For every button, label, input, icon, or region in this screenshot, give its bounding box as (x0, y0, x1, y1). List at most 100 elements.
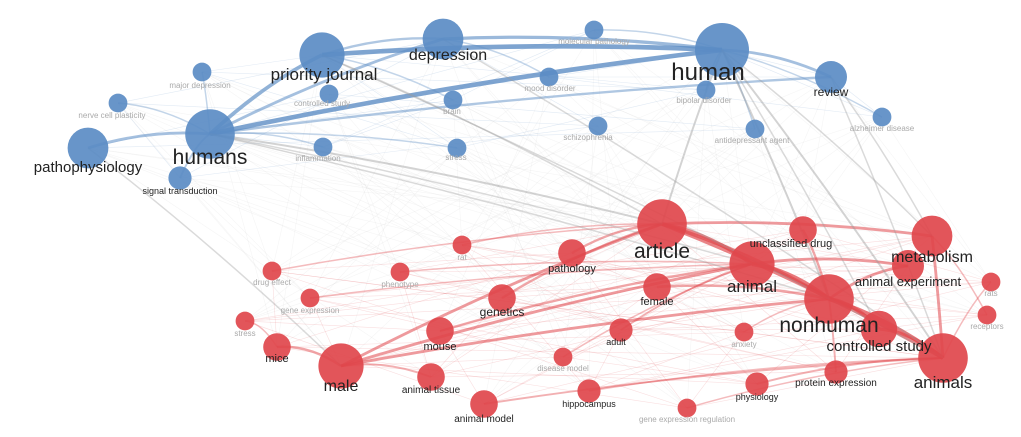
node-receptors[interactable] (977, 305, 997, 325)
edge-faint (340, 286, 658, 367)
label-geneexpreg: gene expression regulation (639, 415, 735, 424)
node-animal[interactable] (729, 241, 775, 287)
node-antidep[interactable] (745, 119, 765, 139)
edge-faint (442, 38, 564, 358)
node-hippocampus[interactable] (577, 379, 601, 403)
edge-review-metabolism (830, 76, 933, 237)
edge-faint (244, 49, 723, 322)
edge-faint (179, 38, 444, 179)
node-metabolism[interactable] (911, 215, 953, 257)
node-nervecell[interactable] (108, 93, 128, 113)
node-proteinexp[interactable] (824, 360, 848, 384)
edge-faint (244, 116, 883, 322)
node-male[interactable] (318, 343, 364, 389)
edge-faint (244, 320, 441, 332)
node-nonhuman[interactable] (804, 274, 854, 324)
edge-faint (399, 223, 663, 273)
node-animalmodel[interactable] (470, 390, 498, 418)
edge-humans-article (209, 133, 663, 225)
node-anxiety[interactable] (734, 322, 754, 342)
node-rat[interactable] (452, 235, 472, 255)
node-animals[interactable] (918, 333, 968, 383)
node-humans[interactable] (185, 109, 235, 159)
node-female[interactable] (643, 273, 671, 301)
edge-faint (321, 54, 745, 333)
node-brain[interactable] (443, 90, 463, 110)
node-rats[interactable] (981, 272, 1001, 292)
edge-faint (276, 252, 573, 348)
label-stress: stress (445, 153, 466, 162)
edge-review-animals (830, 76, 944, 359)
node-geneexpreg[interactable] (677, 398, 697, 418)
network-labels: human humans priority journal depression pat… (34, 37, 1004, 425)
node-majordep[interactable] (192, 62, 212, 82)
node-animalexp[interactable] (892, 250, 924, 282)
edge-faint (87, 147, 401, 273)
label-brain: brain (443, 107, 461, 116)
node-geneexp[interactable] (300, 288, 320, 308)
network-edges (87, 29, 992, 409)
node-mice[interactable] (263, 333, 291, 361)
node-animaltissue[interactable] (417, 363, 445, 391)
label-nervecell: nerve cell plasticity (78, 111, 145, 120)
label-casecontrol: controlled study (294, 99, 350, 108)
edge-faint (743, 331, 944, 359)
node-physiology[interactable] (745, 372, 769, 396)
label-majordep: major depression (169, 81, 230, 90)
node-alzheimer[interactable] (872, 107, 892, 127)
edge-faint (656, 235, 933, 288)
node-controlled[interactable] (860, 310, 898, 348)
edge-faint (593, 29, 830, 300)
label-alzheimer: alzheimer disease (850, 124, 915, 133)
node-signal[interactable] (168, 166, 192, 190)
edge-human-humans (209, 47, 723, 137)
edge-faint (461, 244, 622, 331)
edge-faint (686, 357, 944, 409)
edge-faint (754, 128, 909, 267)
node-schizo[interactable] (588, 116, 608, 136)
edge-human-controlled (721, 49, 880, 330)
edge-faint (209, 133, 622, 331)
edge-article-animals (661, 222, 944, 360)
edge-faint (442, 38, 933, 237)
node-stress[interactable] (447, 138, 467, 158)
edge-faint (179, 177, 342, 367)
node-genetics[interactable] (488, 284, 516, 312)
label-depression: depression (409, 47, 487, 64)
edge-faint (620, 298, 830, 331)
node-pathology[interactable] (558, 239, 586, 267)
node-depression[interactable] (422, 18, 464, 60)
node-review[interactable] (815, 61, 847, 93)
edge-faint (754, 128, 837, 373)
node-priority[interactable] (299, 32, 345, 78)
node-phenotype[interactable] (390, 262, 410, 282)
node-adult[interactable] (609, 318, 633, 342)
edge-human-nonhuman (721, 49, 830, 300)
node-bipolar[interactable] (696, 80, 716, 100)
edge-faint (442, 38, 658, 288)
node-stress2[interactable] (235, 311, 255, 331)
node-drugeffect[interactable] (262, 261, 282, 281)
edge-faint (548, 76, 753, 265)
edge-faint (322, 146, 463, 246)
node-mouse[interactable] (426, 317, 454, 345)
node-patho[interactable] (67, 127, 109, 169)
node-article[interactable] (637, 199, 687, 249)
label-hippocampus: hippocampus (562, 399, 616, 409)
node-unclass[interactable] (789, 216, 817, 244)
node-disease[interactable] (553, 347, 573, 367)
edge-faint (483, 116, 883, 405)
edge-faint (588, 298, 830, 392)
node-casecontrol[interactable] (319, 84, 339, 104)
edge-humans-review (209, 75, 832, 136)
edge-faint (309, 286, 658, 299)
edge-faint (328, 93, 756, 130)
edge-faint (686, 89, 707, 409)
edge-human-metabolism (721, 49, 933, 237)
node-mood[interactable] (539, 67, 559, 87)
edge-faint (751, 76, 832, 265)
node-human[interactable] (695, 23, 749, 77)
edge-faint (271, 54, 323, 272)
node-moleculpath[interactable] (584, 20, 604, 40)
node-inflam[interactable] (313, 137, 333, 157)
